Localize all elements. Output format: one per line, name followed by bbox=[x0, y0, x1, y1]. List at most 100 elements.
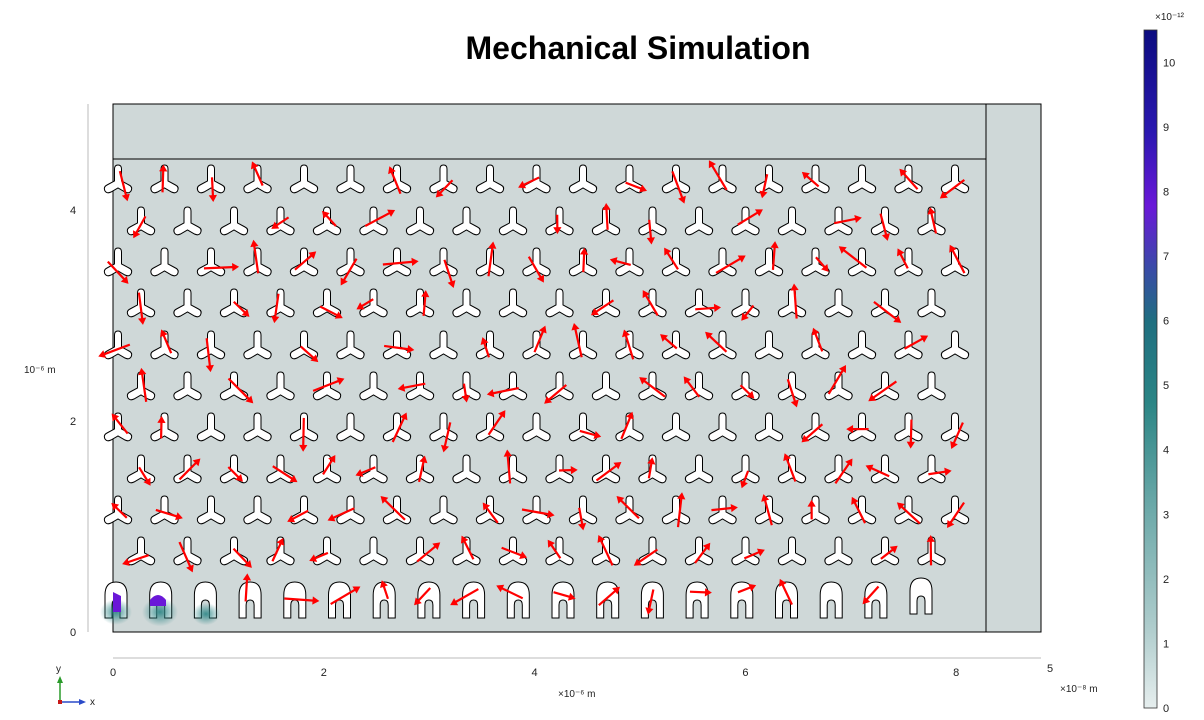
displacement-arrow bbox=[250, 161, 264, 187]
displacement-arrow bbox=[928, 467, 952, 476]
displacement-arrow bbox=[496, 584, 524, 600]
displacement-arrow bbox=[646, 219, 655, 245]
displacement-arrow bbox=[157, 416, 166, 439]
displacement-arrow bbox=[595, 462, 622, 482]
displacement-arrow bbox=[205, 338, 214, 373]
colorbar-tick-label: 10 bbox=[1163, 57, 1175, 69]
displacement-arrow bbox=[397, 382, 426, 392]
displacement-arrow bbox=[708, 160, 728, 191]
displacement-arrow bbox=[414, 587, 432, 606]
x-tick-label: 4 bbox=[532, 667, 538, 679]
displacement-arrow bbox=[743, 548, 765, 560]
colorbar-tick-label: 9 bbox=[1163, 122, 1169, 134]
displacement-arrow bbox=[846, 424, 869, 434]
displacement-arrow bbox=[533, 325, 547, 353]
displacement-arrow bbox=[616, 495, 640, 520]
stress-peak bbox=[113, 592, 121, 612]
colorbar-exponent: ×10⁻¹² bbox=[1155, 12, 1185, 23]
displacement-arrow bbox=[786, 378, 799, 408]
displacement-arrow bbox=[118, 170, 130, 202]
displacement-arrow bbox=[299, 417, 308, 452]
displacement-arrow bbox=[660, 334, 678, 350]
displacement-arrow bbox=[227, 377, 254, 404]
displacement-arrow bbox=[159, 164, 168, 193]
displacement-arrow bbox=[107, 260, 129, 284]
displacement-arrow bbox=[926, 534, 935, 566]
x-axis-unit-label: ×10⁻⁶ m bbox=[558, 689, 595, 700]
displacement-arrow bbox=[155, 508, 183, 521]
displacement-arrow bbox=[330, 586, 361, 605]
colorbar-tick-label: 2 bbox=[1163, 574, 1169, 586]
displacement-arrow bbox=[138, 367, 148, 402]
displacement-arrow bbox=[233, 300, 250, 317]
displacement-arrow bbox=[487, 410, 506, 436]
displacement-arrow bbox=[460, 535, 475, 560]
displacement-arrow bbox=[294, 251, 317, 271]
displacement-arrow bbox=[899, 168, 919, 190]
displacement-arrow bbox=[851, 496, 867, 524]
y-axis: 0 2 4 bbox=[70, 205, 76, 639]
displacement-arrow bbox=[227, 466, 243, 482]
displacement-arrow bbox=[597, 534, 614, 566]
displacement-arrow bbox=[208, 177, 218, 202]
colorbar-tick-label: 7 bbox=[1163, 251, 1169, 263]
displacement-arrow bbox=[879, 213, 890, 241]
displacement-arrow bbox=[645, 589, 655, 615]
displacement-arrow bbox=[868, 380, 897, 402]
displacement-arrow bbox=[111, 502, 128, 519]
displacement-arrow bbox=[271, 537, 285, 562]
displacement-arrow bbox=[947, 501, 965, 528]
displacement-arrow bbox=[689, 588, 712, 597]
displacement-arrow bbox=[815, 256, 829, 272]
displacement-arrow bbox=[486, 386, 519, 398]
displacement-arrow bbox=[838, 246, 868, 269]
displacement-arrow bbox=[250, 239, 260, 274]
displacement-arrow bbox=[578, 507, 587, 531]
y-tick-label: 2 bbox=[70, 416, 76, 428]
displacement-arrow bbox=[242, 573, 252, 602]
displacement-arrow bbox=[770, 241, 779, 270]
displacement-arrow bbox=[778, 578, 793, 606]
displacement-arrow bbox=[647, 457, 656, 479]
displacement-arrow bbox=[811, 327, 824, 352]
displacement-arrow bbox=[737, 209, 763, 226]
displacement-arrow bbox=[340, 258, 358, 286]
x-tick-label: 8 bbox=[953, 667, 959, 679]
y-tick-label: 4 bbox=[70, 205, 76, 217]
y-axis-unit-label: 10⁻⁶ m bbox=[24, 365, 56, 376]
displacement-arrow bbox=[138, 466, 151, 486]
displacement-arrows bbox=[98, 160, 966, 615]
displacement-arrow bbox=[862, 585, 880, 605]
displacement-arrow bbox=[790, 283, 799, 319]
displacement-arrow bbox=[421, 290, 430, 316]
displacement-arrow bbox=[137, 292, 147, 325]
displacement-arrow bbox=[355, 466, 376, 477]
displacement-arrow bbox=[309, 551, 329, 562]
stress-hotspot bbox=[192, 602, 220, 626]
displacement-arrow bbox=[111, 413, 129, 435]
displacement-arrow bbox=[480, 337, 491, 358]
displacement-arrow bbox=[683, 376, 701, 398]
displacement-arrow bbox=[284, 596, 320, 605]
displacement-arrow bbox=[711, 503, 738, 513]
colorbar-tick-label: 6 bbox=[1163, 316, 1169, 328]
displacement-arrow bbox=[544, 384, 568, 404]
displacement-arrow bbox=[271, 293, 280, 324]
displacement-arrow bbox=[461, 383, 470, 403]
displacement-arrow bbox=[203, 262, 240, 272]
colorbar-tick-label: 3 bbox=[1163, 509, 1169, 521]
displacement-arrow bbox=[388, 166, 402, 195]
displacement-arrow bbox=[356, 298, 374, 310]
colorbar-tick-label: 0 bbox=[1163, 703, 1169, 715]
displacement-arrow bbox=[322, 455, 336, 475]
displacement-arrow bbox=[482, 502, 499, 524]
secondary-x-tick: 5 bbox=[1047, 663, 1053, 675]
displacement-arrow bbox=[759, 173, 769, 199]
displacement-arrow bbox=[122, 554, 149, 566]
y-tick-label: 0 bbox=[70, 627, 76, 639]
displacement-arrow bbox=[639, 377, 666, 398]
displacement-arrow bbox=[664, 247, 679, 270]
displacement-arrow bbox=[383, 344, 415, 354]
displacement-arrow bbox=[740, 470, 750, 489]
